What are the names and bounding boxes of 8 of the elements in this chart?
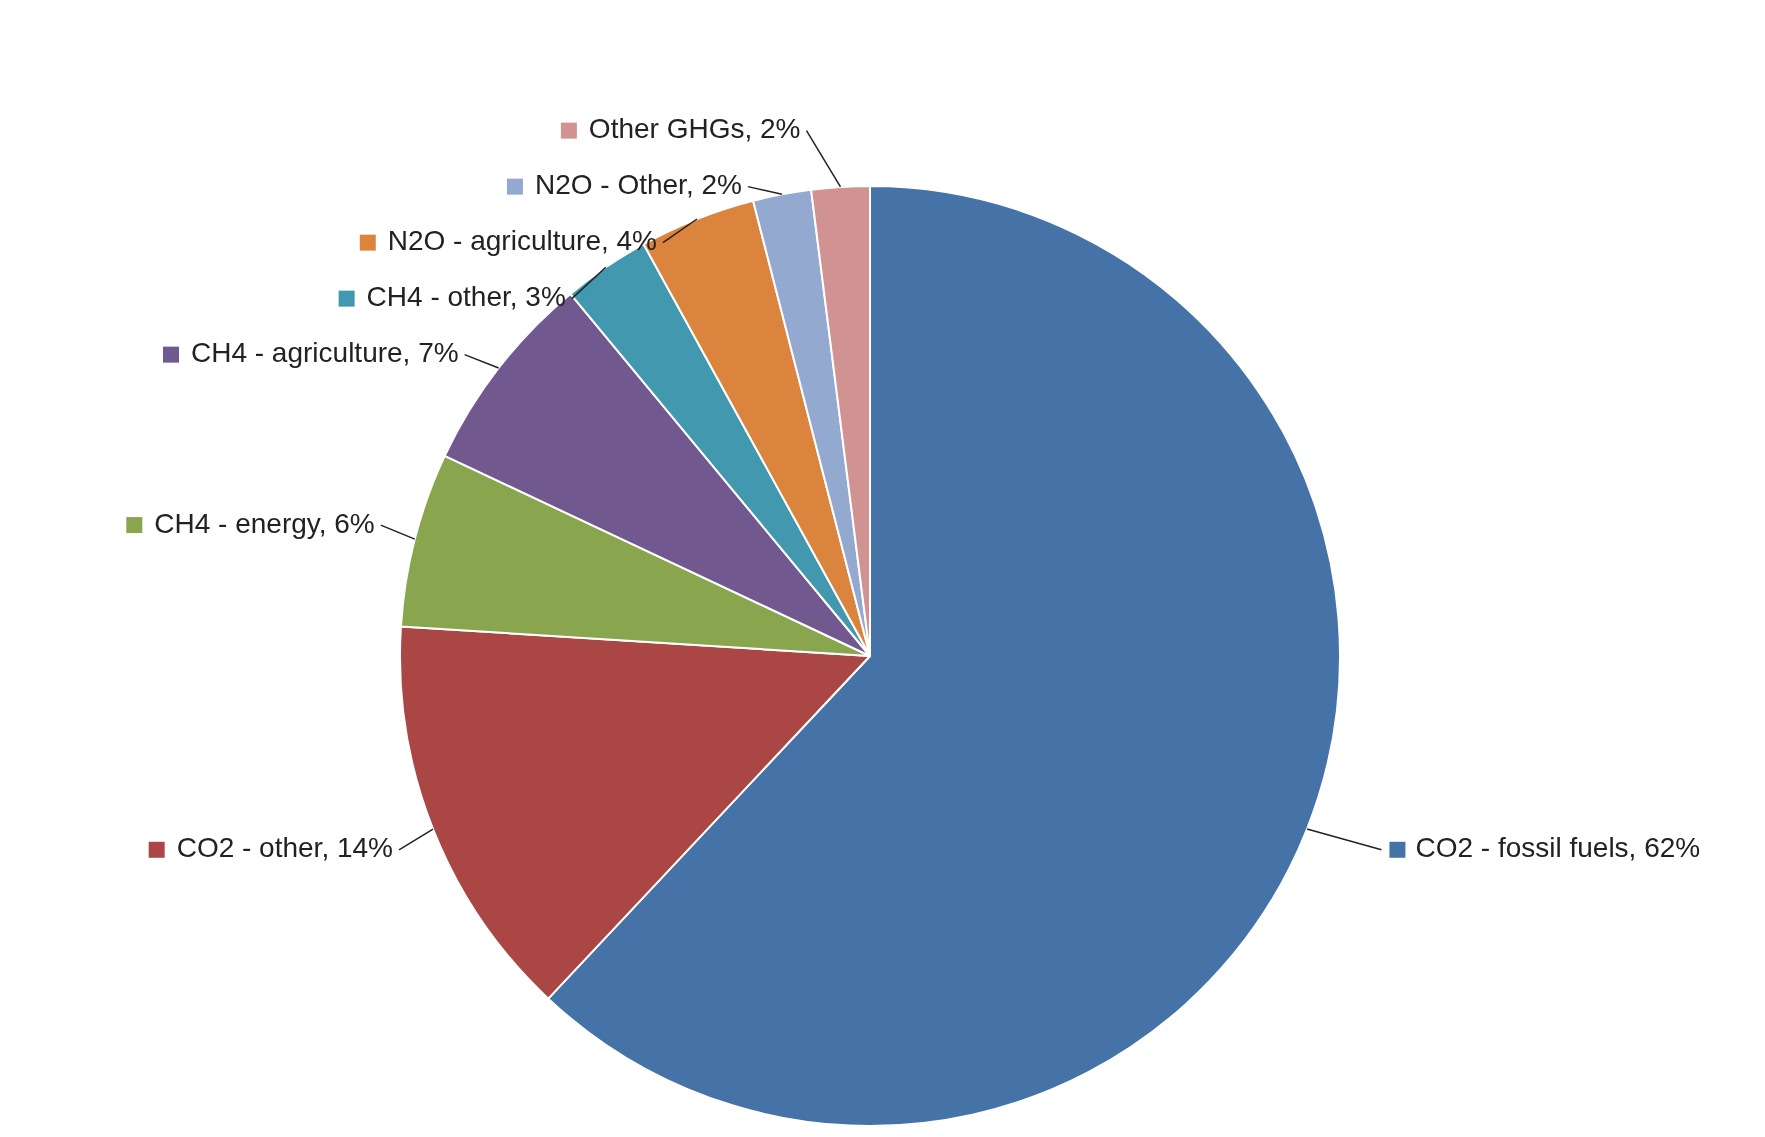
legend-label: CH4 - other, 3% bbox=[366, 281, 566, 313]
legend-label: CH4 - energy, 6% bbox=[154, 507, 375, 539]
legend-label: Other GHGs, 2% bbox=[588, 113, 801, 145]
legend-label: CO2 - other, 14% bbox=[176, 832, 394, 864]
legend-label: CH4 - agriculture, 7% bbox=[190, 337, 459, 369]
legend-label: N2O - agriculture, 4% bbox=[387, 225, 657, 257]
legend-label: N2O - Other, 2% bbox=[534, 169, 742, 201]
legend-label: CO2 - fossil fuels, 62% bbox=[1415, 832, 1701, 864]
